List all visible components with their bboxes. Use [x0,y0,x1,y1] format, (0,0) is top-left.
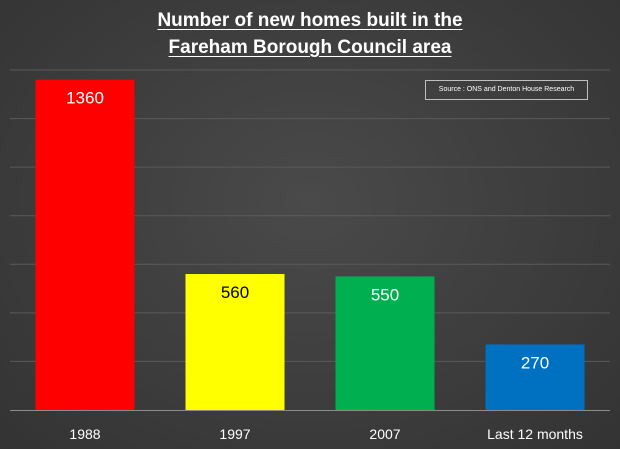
bar-2007 [335,276,435,410]
bar-1988 [35,79,135,410]
x-tick-label: 1988 [69,426,100,442]
chart-title-line-1: Number of new homes built in the [157,10,463,31]
chart-title-line-2: Fareham Borough Council area [168,37,452,58]
x-tick-label: 1997 [219,426,250,442]
x-tick-label: 2007 [369,426,400,442]
x-tick-label: Last 12 months [487,426,583,442]
bar-last-12-months [485,344,585,410]
bar-1997 [185,274,285,410]
source-note: Source : ONS and Denton House Research [425,80,588,100]
data-label: 270 [521,353,549,372]
data-label: 560 [221,283,249,302]
data-label: 1360 [66,89,104,108]
data-label: 550 [371,285,399,304]
